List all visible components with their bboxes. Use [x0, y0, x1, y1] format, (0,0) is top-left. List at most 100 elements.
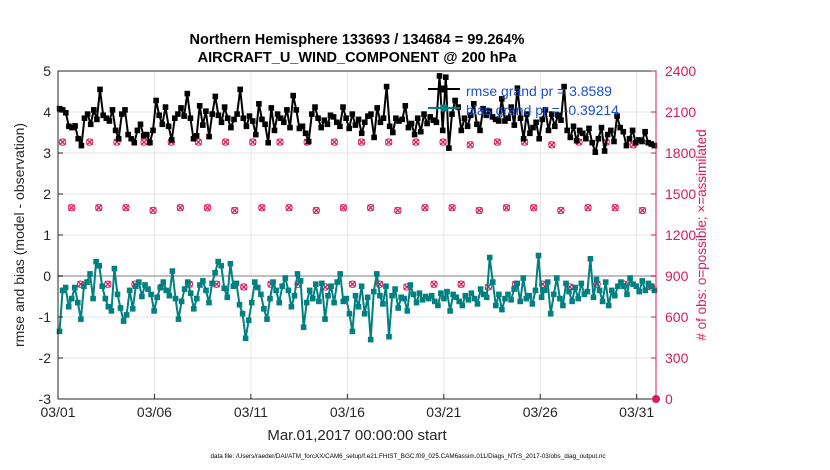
- x-tick-label: 03/26: [523, 404, 558, 420]
- bias-point: [618, 279, 624, 285]
- rmse-point: [81, 115, 88, 121]
- bias-point: [526, 292, 533, 299]
- bias-point: [328, 283, 334, 289]
- rmse-point: [430, 117, 437, 123]
- obs-assimilated-point: [349, 280, 356, 288]
- rmse-point: [464, 123, 471, 130]
- rmse-point: [598, 124, 605, 131]
- bias-point: [490, 279, 496, 285]
- obs-assimilated-point: [176, 204, 184, 212]
- bias-point: [496, 291, 502, 298]
- y-left-tick-label: 3: [43, 145, 51, 161]
- rmse-point: [467, 112, 474, 119]
- y-left-tick-label: 2: [43, 186, 51, 202]
- bias-point: [456, 298, 462, 305]
- bias-point: [425, 295, 432, 302]
- rmse-point: [340, 104, 346, 110]
- bias-point: [310, 295, 316, 302]
- rmse-point: [592, 149, 599, 155]
- bias-point: [477, 286, 484, 292]
- rmse-point: [277, 115, 284, 121]
- bias-point: [410, 291, 417, 298]
- bias-point: [407, 282, 414, 288]
- bias-point: [630, 281, 636, 287]
- rmse-point: [131, 139, 138, 146]
- obs-assimilated-point: [457, 280, 465, 288]
- rmse-point: [147, 139, 153, 146]
- bias-point: [303, 299, 310, 306]
- obs-possible-point: [249, 138, 257, 146]
- bias-point: [252, 279, 258, 285]
- bias-point: [258, 291, 264, 298]
- rmse-point: [486, 108, 493, 114]
- y-right-tick-label: 2400: [665, 63, 696, 79]
- obs-possible-point: [230, 206, 239, 215]
- rmse-point: [648, 141, 655, 147]
- obs-assimilated-point: [231, 206, 239, 214]
- bias-point: [462, 292, 469, 299]
- bias-point: [374, 271, 380, 277]
- rmse-point: [408, 120, 415, 127]
- bias-point: [624, 291, 630, 298]
- bias-point: [172, 295, 179, 302]
- bias-point: [81, 283, 87, 289]
- bias-point: [224, 294, 231, 301]
- bias-point: [474, 301, 481, 307]
- bias-point: [175, 316, 182, 322]
- rmse-point: [567, 134, 574, 141]
- bias-point: [123, 312, 130, 318]
- bias-point: [435, 302, 441, 309]
- bias-point: [422, 293, 429, 300]
- rmse-point: [265, 139, 271, 146]
- bias-point: [404, 308, 411, 314]
- obs-assimilated-point: [493, 138, 501, 146]
- bias-point: [401, 295, 408, 302]
- bias-point: [68, 295, 75, 302]
- rmse-point: [112, 127, 119, 134]
- obs-possible-point: [529, 203, 538, 212]
- rmse-point: [629, 127, 636, 134]
- bias-point: [105, 303, 112, 310]
- bias-point: [364, 294, 371, 301]
- rmse-point: [520, 135, 527, 142]
- data-file-footer: data file: /Users/raeder/DAI/ATM_forcXX/…: [210, 453, 605, 460]
- rmse-point: [411, 131, 418, 138]
- bias-point: [566, 288, 572, 295]
- bias-point: [87, 271, 93, 277]
- obs-possible-point: [312, 206, 320, 215]
- obs-assimilated-point: [421, 204, 429, 212]
- bias-point: [471, 295, 478, 302]
- rmse-point: [390, 129, 396, 136]
- legend-rmse-label: rmse grand pr = 3.8589: [466, 83, 612, 99]
- obs-assimilated-point: [412, 138, 420, 146]
- rmse-point: [595, 135, 602, 142]
- bias-point: [554, 275, 560, 281]
- rmse-point: [100, 112, 106, 119]
- rmse-point: [371, 134, 377, 141]
- bias-point: [270, 279, 276, 285]
- obs-possible-point: [557, 206, 565, 215]
- obs-possible-point: [95, 203, 103, 212]
- bias-point: [136, 279, 142, 285]
- bias-point: [486, 254, 493, 261]
- y-right-tick-label: 1800: [665, 145, 696, 161]
- rmse-point: [231, 116, 237, 123]
- rmse-point: [181, 113, 187, 119]
- bias-point: [242, 335, 249, 342]
- bias-point: [255, 284, 261, 291]
- bias-point: [483, 294, 490, 301]
- rmse-point: [243, 123, 250, 130]
- bias-point: [209, 280, 215, 287]
- bias-point: [541, 287, 548, 294]
- rmse-point: [109, 107, 116, 113]
- obs-possible-point: [58, 138, 67, 146]
- plot-area: [56, 70, 658, 400]
- bias-point: [508, 297, 514, 303]
- bias-point: [56, 328, 63, 335]
- bias-point: [78, 316, 84, 322]
- obs-assimilated-point: [611, 204, 619, 212]
- obs-possible-point: [475, 206, 484, 215]
- obs-assimilated-point: [285, 204, 293, 212]
- rmse-point: [352, 122, 359, 128]
- bias-point: [148, 291, 154, 298]
